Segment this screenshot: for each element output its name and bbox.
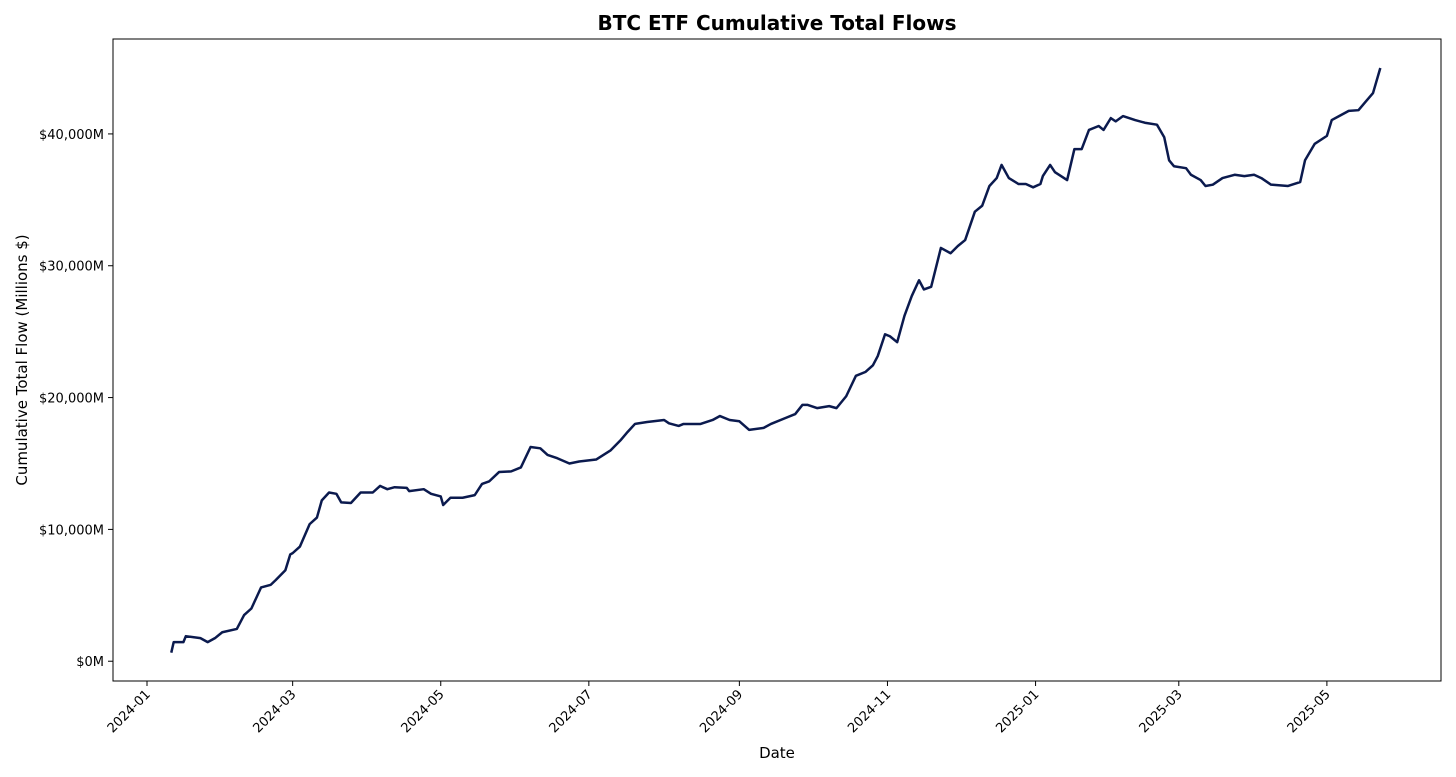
data-line xyxy=(170,67,1382,653)
x-tick-label: 2024-09 xyxy=(697,687,746,736)
y-tick-label: $40,000M xyxy=(39,128,104,143)
y-tick-label: $0M xyxy=(76,655,104,670)
y-axis-title: Cumulative Total Flow (Millions $) xyxy=(13,234,31,485)
y-tick-label: $20,000M xyxy=(39,392,104,407)
x-tick-label: 2024-07 xyxy=(547,687,596,736)
x-axis-title: Date xyxy=(759,744,795,762)
chart-title: BTC ETF Cumulative Total Flows xyxy=(597,11,956,35)
x-tick-label: 2025-05 xyxy=(1285,687,1334,736)
y-tick-label: $30,000M xyxy=(39,260,104,275)
y-tick-label: $10,000M xyxy=(39,523,104,538)
plot-frame xyxy=(112,38,1442,682)
x-tick-label: 2024-05 xyxy=(399,687,448,736)
x-tick-label: 2024-11 xyxy=(845,687,894,736)
x-tick-label: 2025-03 xyxy=(1137,687,1186,736)
x-tick-label: 2025-01 xyxy=(993,687,1042,736)
x-tick-label: 2024-01 xyxy=(105,687,154,736)
x-tick-label: 2024-03 xyxy=(250,687,299,736)
